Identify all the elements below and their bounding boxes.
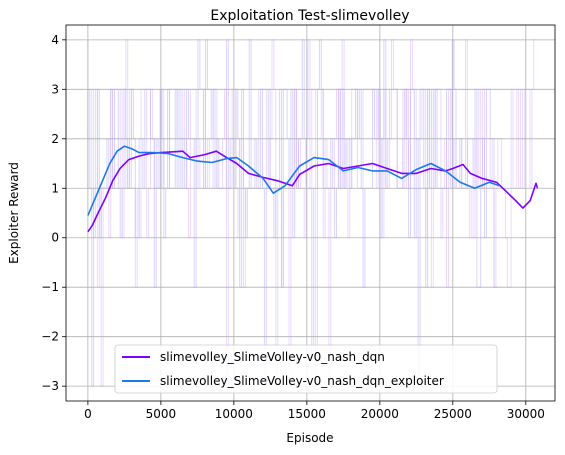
- x-tick-label: 30000: [507, 407, 545, 421]
- x-axis-label: Episode: [286, 431, 333, 445]
- y-tick-label: −1: [41, 280, 59, 294]
- legend-label-nash-dqn: slimevolley_SlimeVolley-v0_nash_dqn: [160, 350, 385, 364]
- legend-label-nash-dqn-exploiter: slimevolley_SlimeVolley-v0_nash_dqn_expl…: [160, 374, 444, 388]
- y-tick-label: 0: [51, 231, 59, 245]
- series-line-0: [87, 150, 539, 233]
- x-tick-label: 0: [84, 407, 92, 421]
- y-tick-label: 4: [51, 33, 59, 47]
- x-tick-label: 25000: [434, 407, 472, 421]
- y-tick-label: 2: [51, 132, 59, 146]
- chart-title: Exploitation Test-slimevolley: [210, 8, 409, 24]
- ticks: 0 5000 10000 15000 20000 25000 30000 −3 −2 −1 0 1 2 3…: [41, 33, 545, 421]
- x-tick-label: 20000: [361, 407, 399, 421]
- smoothed-lines: [87, 145, 539, 233]
- y-tick-label: 1: [51, 181, 59, 195]
- x-tick-label: 5000: [146, 407, 177, 421]
- y-tick-label: 3: [51, 82, 59, 96]
- y-tick-label: −3: [41, 379, 59, 393]
- y-tick-label: −2: [41, 330, 59, 344]
- x-tick-label: 15000: [288, 407, 326, 421]
- plot-frame: [65, 24, 556, 402]
- series-line-1: [87, 145, 500, 216]
- y-axis-label: Exploiter Reward: [7, 162, 21, 264]
- legend: slimevolley_SlimeVolley-v0_nash_dqn slim…: [114, 344, 498, 394]
- legend-box: [114, 344, 498, 394]
- x-tick-label: 10000: [215, 407, 253, 421]
